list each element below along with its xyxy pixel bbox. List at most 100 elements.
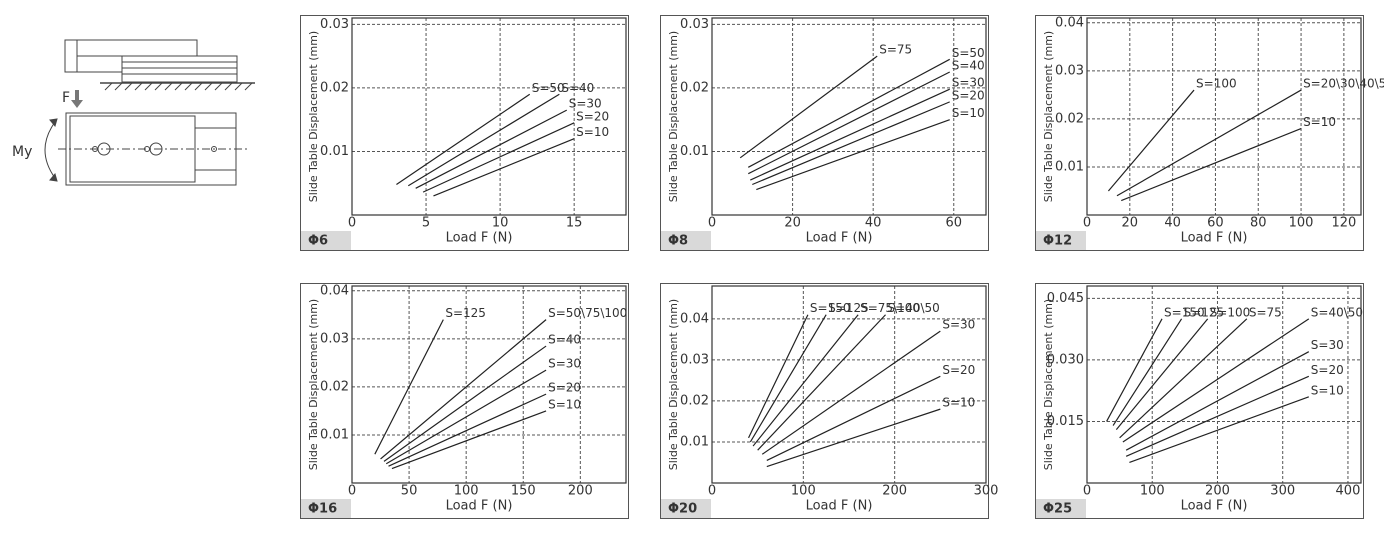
series-label: S=20\30\40\50\75 — [1303, 77, 1384, 91]
x-tick-label: 200 — [1205, 484, 1230, 499]
x-tick-label: 100 — [454, 484, 479, 499]
plot-frame — [712, 18, 986, 215]
series-label: S=20 — [548, 381, 581, 395]
rod — [77, 56, 122, 72]
x-tick-label: 15 — [566, 216, 583, 231]
series-label: S=40 — [548, 333, 581, 347]
series-line — [416, 110, 567, 188]
series-label: S=10 — [942, 396, 975, 410]
series-line — [1121, 129, 1301, 201]
x-tick-label: 400 — [1336, 484, 1361, 499]
x-tick-label: 5 — [422, 216, 430, 231]
y-tick-label: 0.01 — [680, 434, 709, 449]
end-plate — [65, 40, 77, 72]
x-tick-label: 0 — [1083, 216, 1091, 231]
x-axis-label: Load F (N) — [806, 231, 873, 246]
y-axis-label: Slide Table Displacement (mm) — [1042, 31, 1055, 202]
y-tick-label: 0.03 — [320, 17, 349, 32]
y-tick-label: 0.01 — [1055, 159, 1084, 174]
series-line — [1129, 397, 1308, 463]
y-tick-label: 0.03 — [1055, 63, 1084, 78]
y-axis-label: Slide Table Displacement (mm) — [307, 299, 320, 470]
series-label: S=10 — [1311, 383, 1344, 397]
y-tick-label: 0.02 — [320, 379, 349, 394]
force-label: F — [62, 90, 70, 106]
x-tick-label: 20 — [1122, 216, 1139, 231]
series-line — [384, 346, 546, 461]
y-tick-label: 0.02 — [320, 80, 349, 95]
moment-label: My — [12, 144, 32, 160]
x-axis-label: Load F (N) — [1181, 499, 1248, 514]
diagram — [45, 40, 255, 185]
y-axis-label: Slide Table Displacement (mm) — [1042, 299, 1055, 470]
moment-arrow — [45, 122, 55, 178]
series-line — [752, 102, 949, 185]
x-tick-label: 0 — [708, 484, 716, 499]
y-axis-label: Slide Table Displacement (mm) — [307, 31, 320, 202]
series-label: S=10 — [576, 125, 609, 139]
y-tick-label: 0.01 — [680, 144, 709, 159]
x-tick-label: 0 — [348, 216, 356, 231]
x-tick-label: 0 — [708, 216, 716, 231]
x-tick-label: 0 — [1083, 484, 1091, 499]
series-line — [423, 123, 574, 192]
series-line — [1123, 319, 1309, 442]
x-tick-label: 150 — [511, 484, 536, 499]
x-axis-label: Load F (N) — [806, 499, 873, 514]
y-axis-label: Slide Table Displacement (mm) — [667, 31, 680, 202]
x-tick-label: 100 — [1289, 216, 1314, 231]
y-tick-label: 0.02 — [680, 393, 709, 408]
y-tick-label: 0.02 — [1055, 111, 1084, 126]
body — [122, 56, 237, 82]
series-line — [750, 89, 949, 180]
series-line — [748, 72, 949, 174]
series-label: S=10 — [1303, 115, 1336, 129]
y-tick-label: 0.04 — [1055, 15, 1084, 30]
badge-label: Φ20 — [668, 502, 697, 517]
badge-label: Φ12 — [1043, 234, 1072, 249]
series-label: S=30 — [548, 357, 581, 371]
series-line — [1117, 90, 1301, 196]
x-axis-label: Load F (N) — [446, 231, 513, 246]
y-tick-label: 0.03 — [680, 352, 709, 367]
x-tick-label: 40 — [865, 216, 882, 231]
hatch — [105, 83, 252, 90]
series-label: S=50 — [532, 81, 565, 95]
series-label: S=50\75\100 — [548, 306, 627, 320]
series-label: S=10 — [548, 397, 581, 411]
x-tick-label: 60 — [1207, 216, 1224, 231]
series-label: S=20 — [942, 363, 975, 377]
badge-label: Φ16 — [308, 502, 337, 517]
series-line — [381, 320, 547, 459]
x-tick-label: 10 — [492, 216, 509, 231]
series-label: S=75 — [1249, 305, 1282, 319]
x-axis-label: Load F (N) — [1181, 231, 1248, 246]
x-tick-label: 100 — [791, 484, 816, 499]
x-tick-label: 200 — [882, 484, 907, 499]
series-label: S=40\50 — [1311, 305, 1363, 319]
series-label: S=40 — [561, 81, 594, 95]
series-label: S=125 — [445, 306, 486, 320]
y-axis-label: Slide Table Displacement (mm) — [667, 299, 680, 470]
series-label: S=40\50 — [888, 301, 940, 315]
series-line — [433, 139, 574, 196]
series-label: S=100 — [1196, 77, 1237, 91]
series-line — [753, 315, 858, 446]
x-axis-label: Load F (N) — [446, 499, 513, 514]
plot-frame — [712, 286, 986, 483]
badge-label: Φ8 — [668, 234, 688, 249]
series-label: S=30 — [1311, 338, 1344, 352]
y-tick-label: 0.04 — [320, 283, 349, 298]
x-tick-label: 0 — [348, 484, 356, 499]
y-tick-label: 0.02 — [680, 80, 709, 95]
series-line — [749, 315, 808, 438]
x-tick-label: 40 — [1164, 216, 1181, 231]
force-arrow — [71, 90, 83, 108]
x-tick-label: 50 — [401, 484, 418, 499]
x-tick-label: 20 — [784, 216, 801, 231]
